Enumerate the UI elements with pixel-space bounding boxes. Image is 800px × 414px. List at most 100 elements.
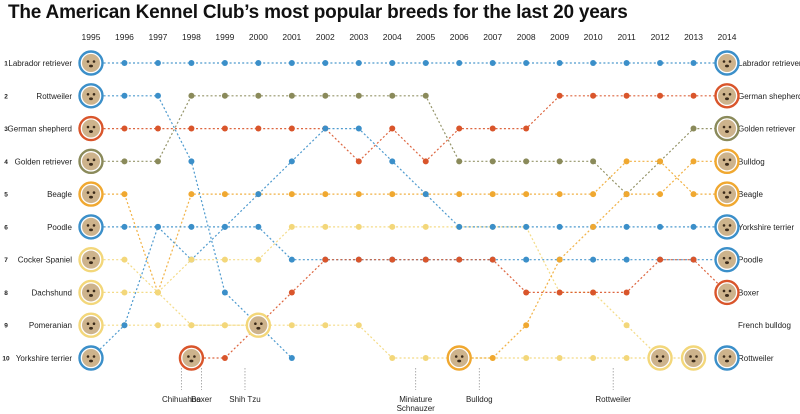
series-point (322, 125, 329, 132)
series-point (288, 256, 295, 263)
year-tick-label: 2011 (617, 32, 636, 42)
series-point (121, 322, 128, 329)
series-line (90, 128, 727, 359)
series-point (288, 223, 295, 230)
series-point (221, 256, 228, 263)
series-point (456, 125, 463, 132)
series-point (188, 125, 195, 132)
series-point (623, 191, 630, 198)
breed-markers (78, 50, 740, 371)
series-line (91, 259, 661, 359)
series-point (489, 125, 496, 132)
series-point (288, 92, 295, 99)
series-point (355, 256, 362, 263)
series-line (459, 160, 727, 359)
series-point (221, 92, 228, 99)
series-point (623, 92, 630, 99)
year-tick-label: 2007 (483, 32, 502, 42)
series-point (422, 92, 429, 99)
series-point (389, 158, 396, 165)
series-point (623, 60, 630, 66)
annotation-label: Boxer (191, 395, 212, 404)
year-tick-label: 1999 (215, 32, 234, 42)
breed-photo-marker (714, 214, 740, 240)
series-point (422, 223, 429, 230)
series-line (91, 160, 727, 295)
series-point (121, 223, 128, 230)
year-tick-label: 2005 (416, 32, 435, 42)
series-point (221, 289, 228, 296)
right-breed-label: Bulldog (738, 157, 765, 166)
left-breed-label: Dachshund (32, 288, 72, 297)
left-breed-label: Poodle (47, 223, 72, 232)
series-point (355, 191, 362, 198)
series-point (355, 125, 362, 132)
breed-photo-marker (714, 148, 740, 175)
series-point (322, 92, 329, 99)
year-tick-label: 2004 (383, 32, 402, 42)
rank-label: 4 (4, 159, 8, 166)
series-point (523, 125, 530, 132)
series-point (355, 158, 362, 165)
series-point (556, 256, 563, 263)
series-point (422, 355, 429, 361)
series-points (121, 60, 697, 361)
year-axis: 1995 1996 1997 1998 1999 2000 2001 2002 2003 2004… (82, 32, 737, 42)
series-line (91, 95, 727, 195)
series-point (121, 191, 128, 198)
year-tick-label: 2010 (584, 32, 603, 42)
series-point (221, 60, 228, 66)
annotation-label: Rottweiler (595, 395, 631, 404)
series-point (523, 158, 530, 165)
right-breed-label: French bulldog (738, 321, 791, 330)
year-tick-label: 2000 (249, 32, 268, 42)
series-line (91, 95, 727, 163)
breed-photo-marker (714, 181, 740, 207)
series-point (456, 158, 463, 165)
year-tick-label: 2013 (684, 32, 703, 42)
series-point (523, 256, 530, 263)
series-point (389, 191, 396, 198)
series-point (389, 223, 396, 230)
series-point (556, 355, 563, 361)
series-point (556, 92, 563, 99)
series-point (355, 92, 362, 99)
series-point (154, 92, 161, 99)
series-point (489, 158, 496, 165)
breed-photo-marker (78, 246, 104, 273)
breed-photo-marker (714, 345, 740, 371)
right-breed-label: German shepherd (738, 92, 800, 101)
series-point (389, 125, 396, 132)
series-point (288, 355, 295, 361)
series-point (489, 191, 496, 198)
series-point (489, 223, 496, 230)
series-point (690, 60, 697, 66)
series-point (188, 223, 195, 230)
series-point (188, 256, 195, 263)
series-point (288, 322, 295, 329)
series-point (154, 322, 161, 329)
series-point (288, 191, 295, 198)
breed-photo-marker (78, 214, 104, 240)
series-point (623, 322, 630, 329)
series-point (322, 60, 329, 66)
series-point (154, 289, 161, 296)
breed-photo-marker (647, 345, 673, 371)
chart-title: The American Kennel Club’s most popular … (8, 2, 628, 23)
series-point (456, 191, 463, 198)
series-point (590, 355, 597, 361)
series-point (255, 60, 262, 66)
year-tick-label: 2014 (718, 32, 737, 42)
series-point (221, 125, 228, 132)
year-tick-label: 1995 (82, 32, 101, 42)
year-tick-label: 2008 (517, 32, 536, 42)
series-point (456, 256, 463, 263)
series-point (590, 289, 597, 296)
series-point (221, 355, 228, 361)
series-line (91, 226, 694, 359)
series-point (255, 92, 262, 99)
series-point (456, 60, 463, 66)
series-point (690, 256, 697, 263)
series-point (690, 92, 697, 99)
breed-photo-marker (245, 312, 272, 338)
